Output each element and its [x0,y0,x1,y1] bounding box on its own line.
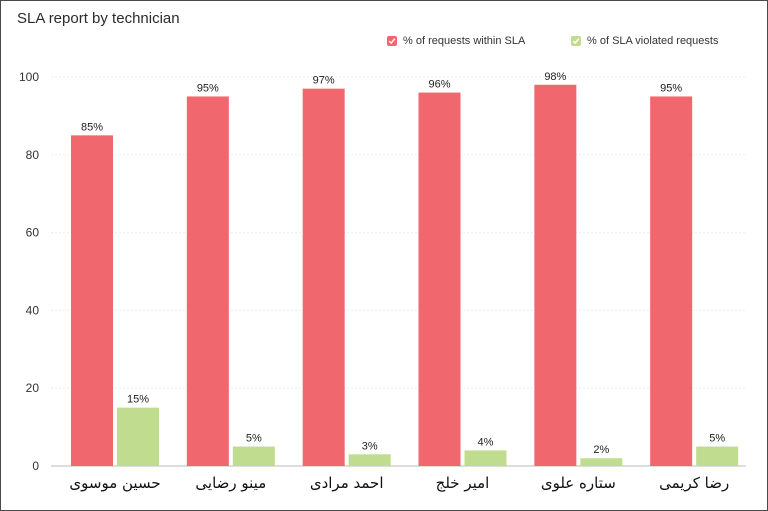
x-category-label: ستاره علوی [541,474,616,492]
data-label: 97% [313,75,335,87]
y-tick-label: 60 [26,226,40,240]
x-category-label: رضا کریمی [659,474,729,492]
legend-checkbox-icon [387,36,397,46]
data-label: 96% [428,79,450,91]
chart-title: SLA report by technician [17,10,180,27]
data-label: 2% [593,444,609,456]
data-label: 95% [660,82,682,94]
data-label: 98% [544,71,566,83]
bar-violated-sla [580,458,623,466]
bar-within-sla [302,88,345,467]
x-category-label: حسین موسوی [69,474,160,492]
y-tick-label: 0 [32,459,39,473]
bar-within-sla [534,84,577,466]
data-label: 95% [197,82,219,94]
x-category-label: مینو رضایی [195,474,266,492]
x-category-label: احمد مرادی [310,474,384,492]
bar-within-sla [71,135,113,466]
y-tick-label: 100 [19,70,39,84]
legend-label: % of requests within SLA [403,35,526,47]
y-tick-label: 40 [26,303,40,317]
legend-label: % of SLA violated requests [587,35,719,47]
bar-violated-sla [348,454,391,466]
legend-checkbox-icon [571,36,581,46]
data-label: 5% [246,433,262,445]
y-tick-label: 20 [26,381,40,395]
data-label: 85% [81,121,103,133]
bar-violated-sla [696,446,739,466]
data-label: 15% [127,394,149,406]
bar-within-sla [650,96,693,466]
data-label: 3% [362,440,378,452]
legend-item-within-sla[interactable]: % of requests within SLA [387,35,525,47]
data-label: 4% [478,436,494,448]
data-label: 5% [709,433,725,445]
bar-within-sla [186,96,229,466]
legend-item-violated-sla[interactable]: % of SLA violated requests [571,35,718,47]
bar-violated-sla [232,446,275,466]
y-tick-label: 80 [26,148,40,162]
bar-violated-sla [117,407,159,466]
x-category-label: امیر خلج [436,474,490,492]
bar-violated-sla [464,450,507,466]
bar-within-sla [418,92,461,466]
